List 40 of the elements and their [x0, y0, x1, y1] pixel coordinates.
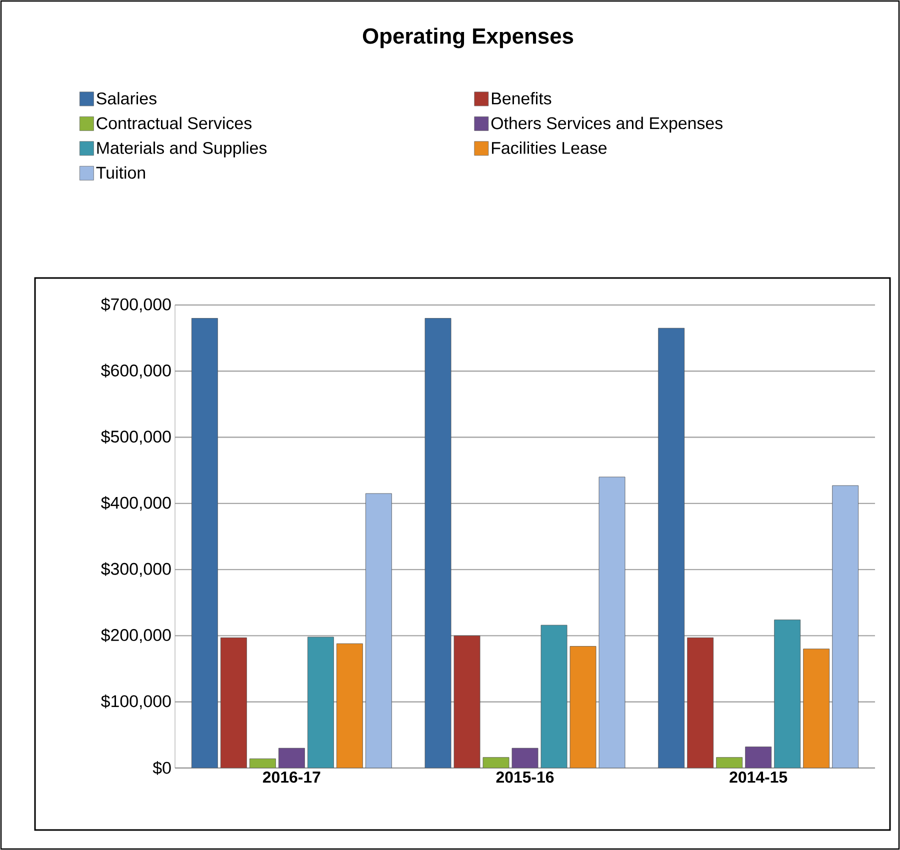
- legend-label: Salaries: [96, 92, 156, 104]
- y-tick-label: $600,000: [101, 364, 171, 378]
- bar: [598, 476, 626, 768]
- y-tick-label: $500,000: [101, 430, 171, 445]
- bar: [249, 758, 276, 768]
- bar: [482, 757, 510, 768]
- y-tick-label: $300,000: [101, 562, 171, 577]
- x-tick-label: 2014-15: [730, 772, 788, 783]
- bar: [336, 643, 363, 768]
- legend-label: Benefits: [492, 92, 552, 104]
- x-tick-label: 2015-16: [496, 772, 554, 783]
- y-tick-label: $200,000: [101, 628, 171, 644]
- bar: [454, 636, 480, 768]
- y-tick-label: $400,000: [101, 496, 171, 511]
- y-tick-label: $100,000: [101, 694, 171, 710]
- bar: [278, 748, 305, 768]
- bar: [424, 318, 452, 768]
- y-tick-label: $700,000: [101, 298, 171, 312]
- x-tick-label: 2016-17: [262, 772, 320, 783]
- bar: [220, 637, 247, 768]
- bar: [307, 636, 334, 768]
- y-tick-label: $0: [152, 761, 171, 775]
- bar: [365, 493, 392, 768]
- bar: [803, 648, 830, 768]
- legend-label: Materials and Supplies: [97, 142, 267, 158]
- bar: [658, 328, 685, 768]
- bar: [716, 757, 743, 768]
- bar: [570, 646, 596, 768]
- chart-title: Operating Expenses: [362, 28, 574, 48]
- bar: [745, 746, 772, 768]
- legend-label: Tuition: [96, 166, 145, 179]
- bar: [540, 624, 568, 768]
- legend-label: Contractual Services: [96, 116, 252, 130]
- legend-label: Others Services and Expenses: [491, 116, 722, 133]
- bar: [832, 485, 859, 768]
- bar: [687, 637, 714, 768]
- bar: [512, 748, 538, 768]
- bar: [774, 620, 801, 768]
- bar: [191, 318, 218, 768]
- legend-label: Facilities Lease: [492, 142, 607, 154]
